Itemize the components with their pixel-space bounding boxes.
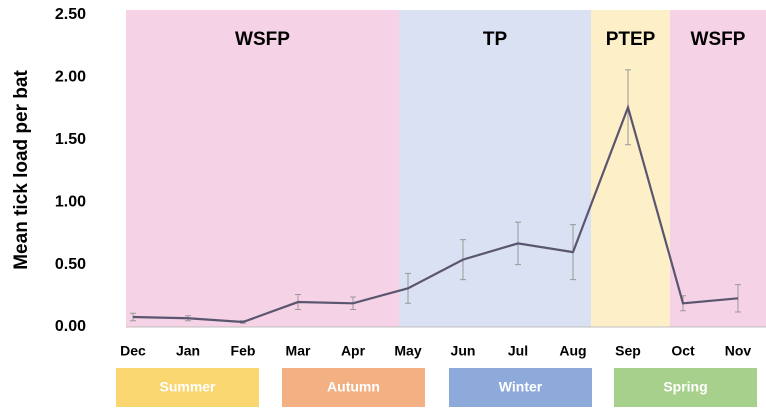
x-tick-label: Sep bbox=[615, 343, 641, 359]
x-tick-label: Feb bbox=[231, 343, 256, 359]
x-tick-label: Jul bbox=[508, 343, 528, 359]
data-line bbox=[132, 103, 739, 324]
season-label: Summer bbox=[159, 379, 216, 395]
season-label: Spring bbox=[663, 379, 707, 395]
x-tick-label: Apr bbox=[341, 343, 366, 359]
x-tick-label: Nov bbox=[725, 343, 752, 359]
y-tick-label: 2.00 bbox=[55, 69, 86, 86]
y-tick-label: 0.00 bbox=[55, 318, 86, 335]
x-tick-label: May bbox=[394, 343, 421, 359]
x-tick-label: Oct bbox=[671, 343, 695, 359]
y-axis-label: Mean tick load per bat bbox=[11, 70, 32, 270]
x-tick-label: Dec bbox=[120, 343, 146, 359]
period-band bbox=[670, 10, 766, 327]
season-label: Autumn bbox=[327, 379, 380, 395]
season-box bbox=[449, 368, 592, 407]
x-tick-label: Mar bbox=[286, 343, 311, 359]
x-tick-label: Jan bbox=[176, 343, 200, 359]
period-label: WSFP bbox=[691, 29, 746, 50]
period-label: WSFP bbox=[235, 29, 290, 50]
x-tick-label: Aug bbox=[559, 343, 586, 359]
season-box bbox=[614, 368, 757, 407]
y-tick-label: 0.50 bbox=[55, 256, 86, 273]
season-label: Winter bbox=[499, 379, 543, 395]
season-box bbox=[116, 368, 259, 407]
period-band bbox=[399, 10, 591, 327]
x-tick-label: Jun bbox=[451, 343, 476, 359]
y-tick-label: 1.00 bbox=[55, 193, 86, 210]
season-box bbox=[282, 368, 425, 407]
y-tick-label: 1.50 bbox=[55, 131, 86, 148]
period-label: TP bbox=[483, 29, 508, 50]
y-tick-label: 2.50 bbox=[55, 6, 86, 23]
period-label: PTEP bbox=[606, 29, 656, 50]
period-band bbox=[126, 10, 399, 327]
period-band bbox=[591, 10, 670, 327]
